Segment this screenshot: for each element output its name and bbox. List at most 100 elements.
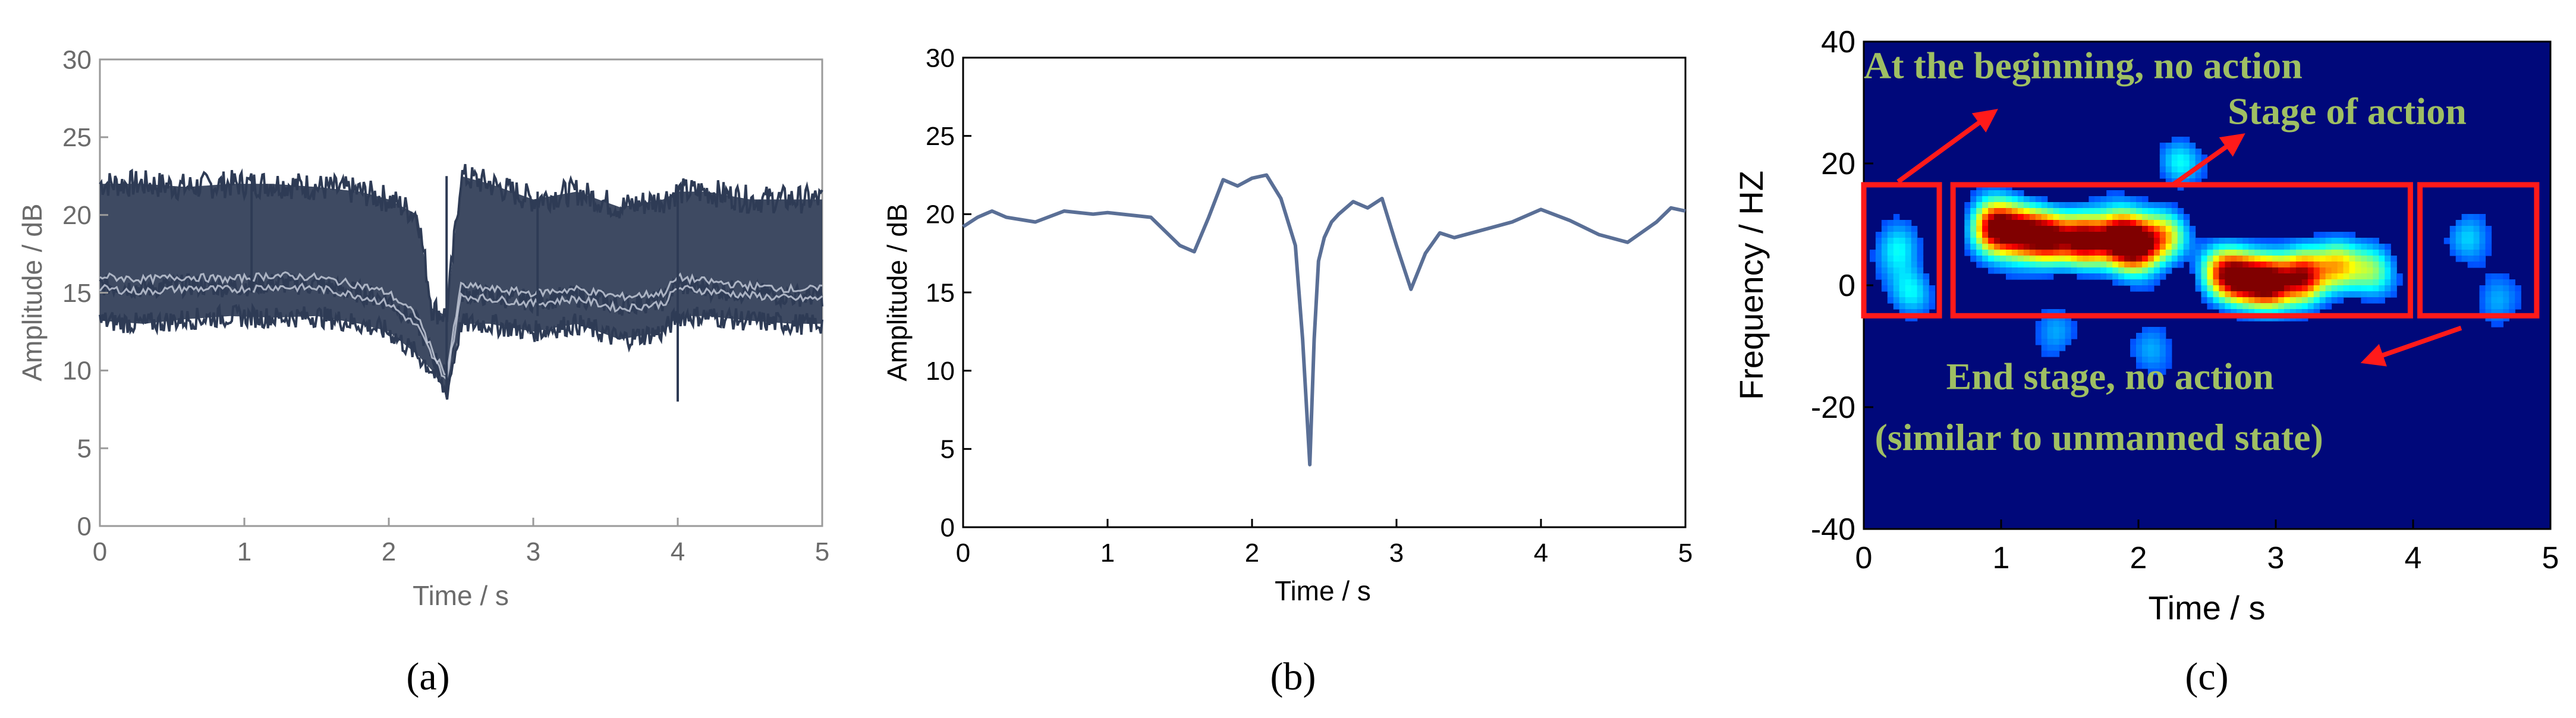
heatmap-cell <box>2278 256 2285 262</box>
heatmap-cell <box>2165 220 2172 226</box>
heatmap-cell <box>2159 172 2166 179</box>
heatmap-cell <box>2071 214 2078 221</box>
heatmap-cell <box>2195 262 2202 268</box>
heatmap-cell <box>2319 303 2326 310</box>
heatmap-cell <box>2165 238 2172 244</box>
heatmap-cell <box>2225 279 2231 286</box>
heatmap-cell <box>2301 309 2308 316</box>
heatmap-cell <box>1982 226 1989 232</box>
heatmap-cell <box>2094 220 2101 226</box>
heatmap-cell <box>1893 291 1900 298</box>
heatmap-cell <box>2177 149 2184 155</box>
heatmap-cell <box>1929 285 1936 292</box>
heatmap-cell <box>2195 178 2202 185</box>
heatmap-cell <box>2325 279 2332 286</box>
heatmap-cell <box>2118 190 2125 197</box>
heatmap-cell <box>2183 178 2190 185</box>
heatmap-cell <box>2017 262 2024 268</box>
annotation-arrow <box>2360 325 2462 367</box>
heatmap-cell <box>2165 345 2172 351</box>
heatmap-cell <box>2000 190 2006 197</box>
heatmap-cell <box>1911 303 1918 310</box>
heatmap-cell <box>2266 309 2273 316</box>
caption-b: (b) <box>1270 655 1316 698</box>
heatmap-cell <box>2260 303 2267 310</box>
heatmap-cell <box>2195 166 2202 173</box>
heatmap-cell <box>1982 238 1989 244</box>
heatmap-cell <box>2023 256 2030 262</box>
heatmap-cell <box>2112 267 2119 274</box>
heatmap-cell <box>2231 297 2237 304</box>
heatmap-cell <box>2343 291 2350 298</box>
heatmap-cell <box>2213 291 2220 298</box>
heatmap-cell <box>2041 244 2048 250</box>
heatmap-cell <box>2029 238 2036 244</box>
heatmap-cell <box>2089 250 2095 256</box>
heatmap-cell <box>2313 238 2320 244</box>
heatmap-cell <box>2237 291 2243 298</box>
heatmap-cell <box>2219 279 2225 286</box>
heatmap-cell <box>2379 262 2385 268</box>
heatmap-cell <box>2153 351 2160 357</box>
heatmap-cell <box>2355 279 2361 286</box>
heatmap-cell <box>1976 262 1983 268</box>
heatmap-cell <box>2035 244 2042 250</box>
heatmap-cell <box>2455 250 2462 256</box>
heatmap-cell <box>1976 208 1983 215</box>
heatmap-cell <box>2201 273 2208 280</box>
heatmap-cell <box>2094 196 2101 203</box>
heatmap-cell <box>2201 172 2208 179</box>
heatmap-cell <box>2278 291 2285 298</box>
heatmap-cell <box>2189 160 2196 167</box>
heatmap-cell <box>2124 220 2131 226</box>
heatmap-cell <box>2289 250 2297 256</box>
heatmap-cell <box>2278 285 2285 292</box>
heatmap-cell <box>2165 202 2172 209</box>
heatmap-cell <box>2391 273 2397 280</box>
heatmap-cell <box>2373 238 2379 244</box>
heatmap-cell <box>2035 256 2042 262</box>
heatmap-cell <box>1911 244 1918 250</box>
heatmap-cell <box>1899 273 1906 280</box>
heatmap-cell <box>2089 226 2095 232</box>
heatmap-cell <box>2313 279 2320 286</box>
heatmap-cell <box>2071 208 2078 215</box>
heatmap-cell <box>1887 232 1894 238</box>
heatmap-cell <box>2035 327 2042 333</box>
heatmap-cell <box>2100 238 2107 244</box>
panel-a: 0 1 2 3 4 5 0 5 10 15 20 25 30 Time / s Amplitude / … <box>17 45 829 698</box>
heatmap-cell <box>1881 238 1888 244</box>
heatmap-cell <box>2017 196 2024 203</box>
heatmap-cell <box>2029 256 2036 262</box>
heatmap-cell <box>2266 285 2273 292</box>
heatmap-cell <box>2041 321 2048 327</box>
heatmap-cell <box>2189 250 2196 256</box>
heatmap-cell <box>2100 232 2107 238</box>
heatmap-cell <box>1893 297 1900 304</box>
heatmap-cell <box>2153 345 2160 351</box>
heatmap-cell <box>2284 267 2291 274</box>
heatmap-cell <box>2367 238 2373 244</box>
heatmap-cell <box>2195 238 2202 244</box>
heatmap-cell <box>2337 267 2344 274</box>
heatmap-cell <box>1887 291 1894 298</box>
heatmap-cell <box>2153 250 2160 256</box>
heatmap-cell <box>2142 256 2149 262</box>
heatmap-cell <box>1988 208 1995 215</box>
heatmap-cell <box>2254 291 2261 298</box>
heatmap-cell <box>1881 262 1888 268</box>
heatmap-cell <box>2295 279 2303 286</box>
heatmap-cell <box>1911 232 1918 238</box>
heatmap-cell <box>2017 214 2024 221</box>
heatmap-cell <box>2391 267 2397 274</box>
heatmap-cell <box>2094 232 2101 238</box>
heatmap-cell <box>2367 285 2373 292</box>
heatmap-cell <box>1970 250 1977 256</box>
heatmap-cell <box>2130 232 2137 238</box>
heatmap-cell <box>2189 267 2196 274</box>
heatmap-cell <box>2094 250 2101 256</box>
y-tick-label: 15 <box>62 279 92 308</box>
heatmap-cell <box>2201 256 2208 262</box>
heatmap-cell <box>2248 256 2255 262</box>
heatmap-cell <box>2325 238 2332 244</box>
